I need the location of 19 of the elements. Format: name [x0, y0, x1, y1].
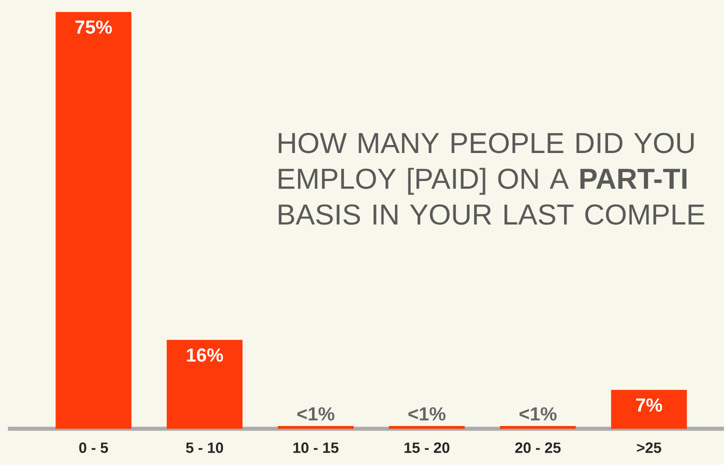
data-label: <1%: [408, 407, 446, 421]
data-label: <1%: [520, 407, 557, 421]
text: HOW MANY PEOPLE DID YOU EMPLOY [PAID] ON A PART-TI BASIS IN YOUR LAST COMPLE: [278, 132, 704, 225]
x-tick-label: 20 - 25: [515, 442, 561, 454]
bar: [388, 426, 465, 429]
x-tick-label: 5 - 10: [186, 442, 224, 454]
bar: [56, 12, 132, 429]
bar: [278, 426, 354, 429]
data-label: 7%: [636, 398, 662, 412]
x-tick-label: 0 - 5: [79, 442, 108, 454]
bar: [500, 426, 576, 429]
data-label: <1%: [297, 407, 334, 421]
x-tick-label: >25: [636, 442, 662, 454]
x-tick-label: 15 - 20: [404, 442, 450, 454]
data-label: 16%: [186, 348, 224, 362]
bar: [611, 390, 687, 429]
x-tick-label: 10 - 15: [293, 442, 338, 454]
bar: [166, 340, 243, 429]
data-label: 75%: [75, 20, 112, 34]
